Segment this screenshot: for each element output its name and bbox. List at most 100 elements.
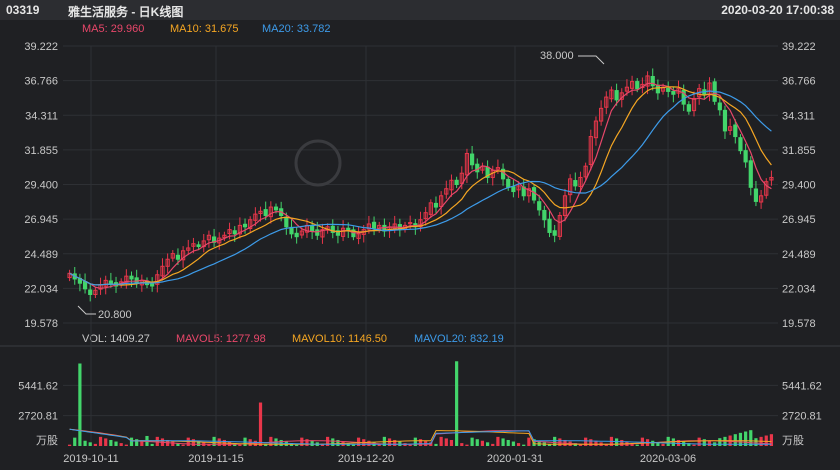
chart-datetime: 2020-03-20 17:00:38 bbox=[721, 3, 834, 17]
candle-body bbox=[175, 254, 181, 260]
candle-body bbox=[129, 275, 134, 280]
candle-body bbox=[206, 234, 212, 241]
volume-bar bbox=[140, 440, 144, 446]
volume-bar bbox=[439, 436, 443, 446]
candle-body bbox=[294, 232, 299, 238]
candle-body bbox=[614, 90, 619, 101]
candle-body bbox=[268, 206, 273, 218]
candle-body bbox=[423, 212, 428, 220]
candle-body bbox=[454, 179, 459, 185]
price-tick-right: 39.222 bbox=[782, 41, 816, 53]
volume-bar bbox=[88, 442, 92, 446]
candle-body bbox=[366, 223, 371, 230]
volume-bar bbox=[196, 440, 201, 446]
mavol-line bbox=[69, 428, 772, 445]
volume-bar bbox=[181, 444, 185, 446]
vol-tick-left: 2720.81 bbox=[18, 411, 58, 423]
volume-bar bbox=[413, 437, 417, 446]
vol-unit-right: 万股 bbox=[782, 434, 804, 447]
volume-bar bbox=[93, 443, 97, 446]
volume-bar bbox=[480, 440, 485, 446]
volume-bar bbox=[104, 438, 108, 446]
price-tick-left: 26.945 bbox=[24, 214, 58, 226]
candle-body bbox=[650, 75, 655, 87]
volume-bar bbox=[114, 441, 118, 446]
volume-bar bbox=[687, 443, 691, 446]
ma10-legend: MA10: 31.675 bbox=[170, 23, 239, 35]
volume-bar bbox=[516, 443, 521, 446]
volume-bar bbox=[485, 442, 490, 446]
price-tick-left: 31.855 bbox=[24, 145, 58, 157]
candle-body bbox=[88, 289, 93, 295]
candle-body bbox=[733, 124, 738, 138]
candle-body bbox=[108, 280, 113, 284]
volume-bar bbox=[475, 439, 479, 446]
price-tick-right: 19.578 bbox=[782, 318, 816, 330]
candle-body bbox=[227, 229, 232, 235]
candle-body bbox=[253, 213, 258, 221]
candle-body bbox=[562, 195, 568, 217]
volume-bar bbox=[584, 437, 588, 446]
vol-legend: VOL: 1409.27 bbox=[82, 333, 150, 345]
volume-bar bbox=[558, 438, 562, 446]
volume-bar bbox=[269, 436, 273, 446]
candle-body bbox=[470, 153, 475, 166]
candle-body bbox=[599, 107, 604, 122]
volume-bar bbox=[124, 444, 128, 446]
volume-bar bbox=[320, 443, 325, 446]
volume-bar bbox=[408, 444, 412, 446]
candle-body bbox=[433, 202, 439, 208]
price-tick-left: 34.311 bbox=[25, 110, 58, 122]
candle-body bbox=[516, 185, 521, 191]
volume-bar bbox=[176, 443, 180, 446]
volume-bar bbox=[620, 439, 624, 446]
candle-body bbox=[691, 97, 697, 112]
price-tick-right: 22.034 bbox=[782, 283, 816, 295]
ma20-legend: MA20: 33.782 bbox=[262, 23, 331, 35]
price-tick-left: 36.766 bbox=[24, 76, 58, 88]
volume-bar bbox=[264, 443, 268, 446]
volume-bar bbox=[506, 439, 510, 446]
candle-body bbox=[629, 81, 635, 89]
volume-bar bbox=[398, 441, 402, 446]
volume-bar bbox=[578, 444, 583, 446]
volume-bar bbox=[744, 431, 748, 446]
volume-bar bbox=[119, 443, 123, 446]
volume-bar bbox=[532, 439, 536, 446]
price-tick-right: 31.855 bbox=[782, 145, 816, 157]
volume-bar bbox=[310, 440, 314, 446]
ma20-line bbox=[69, 90, 772, 286]
volume-bar bbox=[501, 438, 505, 446]
volume-bar bbox=[238, 444, 242, 446]
candle-body bbox=[686, 104, 691, 112]
candle-body bbox=[186, 247, 191, 251]
candle-body bbox=[273, 206, 279, 211]
volume-bar bbox=[537, 440, 541, 446]
candle-body bbox=[299, 230, 304, 236]
ma5-legend: MA5: 29.960 bbox=[82, 23, 145, 35]
volume-bar bbox=[604, 443, 608, 446]
vol-tick-left: 5441.62 bbox=[18, 380, 58, 392]
volume-bar bbox=[455, 361, 459, 446]
candle-body bbox=[609, 89, 614, 100]
candle-body bbox=[593, 120, 599, 139]
vol-unit-left: 万股 bbox=[36, 434, 58, 447]
volume-bar bbox=[589, 439, 593, 446]
mavol10-legend: MAVOL10: 1146.50 bbox=[292, 333, 387, 345]
volume-bar bbox=[83, 440, 87, 446]
volume-bar bbox=[109, 439, 113, 446]
candle-body bbox=[722, 109, 728, 132]
candle-body bbox=[428, 202, 433, 215]
volume-bar bbox=[171, 441, 175, 446]
candle-body bbox=[568, 178, 573, 196]
volume-bar bbox=[387, 438, 392, 446]
stock-code: 03319 bbox=[6, 3, 40, 17]
candle-body bbox=[464, 152, 470, 176]
high-annotation: 38.000 bbox=[540, 50, 574, 62]
candle-body bbox=[310, 224, 315, 232]
volume-bar bbox=[749, 430, 753, 446]
candle-body bbox=[758, 195, 764, 203]
volume-bar bbox=[393, 439, 397, 446]
